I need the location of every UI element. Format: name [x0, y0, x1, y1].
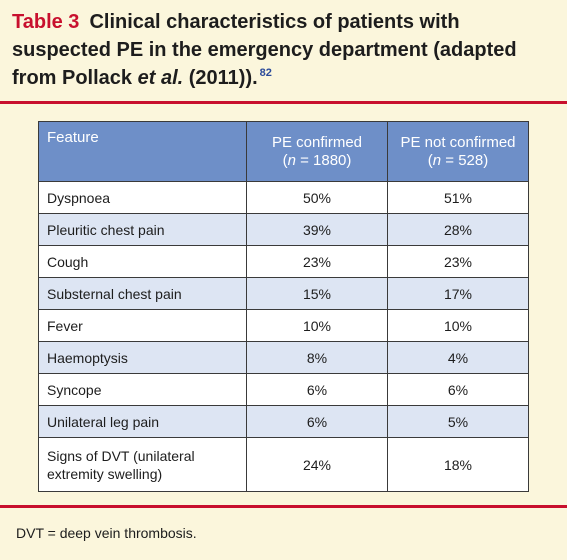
header-pe-not-confirmed: PE not confirmed (n = 528) — [387, 121, 529, 182]
pe-confirmed-cell: 24% — [246, 437, 388, 492]
table-row: Pleuritic chest pain 39% 28% — [38, 213, 529, 246]
header-pe-not-confirmed-line1: PE not confirmed — [400, 133, 516, 151]
table-row: Dyspnoea 50% 51% — [38, 181, 529, 214]
pe-confirmed-cell: 39% — [246, 213, 388, 246]
title-et-al: et al. — [137, 67, 184, 89]
bottom-rule — [0, 505, 567, 508]
feature-cell: Haemoptysis — [38, 341, 247, 374]
feature-cell: Cough — [38, 245, 247, 278]
pe-confirmed-cell: 10% — [246, 309, 388, 342]
header-pe-confirmed-line2: (n = 1880) — [282, 151, 352, 169]
reference-link[interactable]: 82 — [259, 67, 272, 80]
pe-not-confirmed-cell: 18% — [387, 437, 529, 492]
pe-confirmed-cell: 23% — [246, 245, 388, 278]
feature-cell-line2: extremity swelling) — [47, 465, 163, 482]
table-title: Table 3 Clinical characteristics of patie… — [12, 8, 557, 92]
title-line-1: Clinical characteristics of patients wit… — [89, 11, 460, 33]
pe-not-confirmed-cell: 5% — [387, 405, 529, 438]
pe-not-confirmed-cell: 10% — [387, 309, 529, 342]
pe-not-confirmed-cell: 4% — [387, 341, 529, 374]
feature-cell: Unilateral leg pain — [38, 405, 247, 438]
feature-cell-line1: Signs of DVT (unilateral — [47, 447, 195, 464]
title-line-2: suspected PE in the emergency department… — [12, 39, 517, 61]
table-row: Cough 23% 23% — [38, 245, 529, 278]
table-row: Unilateral leg pain 6% 5% — [38, 405, 529, 438]
title-line-3b: (2011)). — [183, 67, 258, 89]
table-row: Haemoptysis 8% 4% — [38, 341, 529, 374]
header-pe-confirmed-line1: PE confirmed — [271, 133, 363, 151]
table-row: Substernal chest pain 15% 17% — [38, 277, 529, 310]
header-feature: Feature — [38, 121, 247, 182]
pe-confirmed-cell: 8% — [246, 341, 388, 374]
pe-not-confirmed-cell: 23% — [387, 245, 529, 278]
feature-cell: Signs of DVT (unilateral extremity swell… — [38, 437, 247, 492]
feature-cell: Substernal chest pain — [38, 277, 247, 310]
table-header-row: Feature PE confirmed (n = 1880) PE not c… — [38, 121, 529, 182]
table-footnote: DVT = deep vein thrombosis. — [16, 525, 197, 541]
top-rule — [0, 101, 567, 104]
table-number-label: Table 3 — [12, 11, 80, 33]
title-line-3a: from Pollack — [12, 67, 138, 89]
pe-confirmed-cell: 50% — [246, 181, 388, 214]
table-row: Fever 10% 10% — [38, 309, 529, 342]
feature-cell: Pleuritic chest pain — [38, 213, 247, 246]
pe-confirmed-cell: 6% — [246, 373, 388, 406]
feature-cell: Syncope — [38, 373, 247, 406]
pe-not-confirmed-cell: 6% — [387, 373, 529, 406]
pe-confirmed-cell: 15% — [246, 277, 388, 310]
table-row: Signs of DVT (unilateral extremity swell… — [38, 437, 529, 492]
pe-not-confirmed-cell: 51% — [387, 181, 529, 214]
clinical-characteristics-table: Feature PE confirmed (n = 1880) PE not c… — [38, 121, 529, 492]
table-row: Syncope 6% 6% — [38, 373, 529, 406]
feature-cell: Dyspnoea — [38, 181, 247, 214]
pe-confirmed-cell: 6% — [246, 405, 388, 438]
feature-cell: Fever — [38, 309, 247, 342]
pe-not-confirmed-cell: 28% — [387, 213, 529, 246]
pe-not-confirmed-cell: 17% — [387, 277, 529, 310]
header-pe-not-confirmed-line2: (n = 528) — [427, 151, 489, 169]
header-pe-confirmed: PE confirmed (n = 1880) — [246, 121, 388, 182]
